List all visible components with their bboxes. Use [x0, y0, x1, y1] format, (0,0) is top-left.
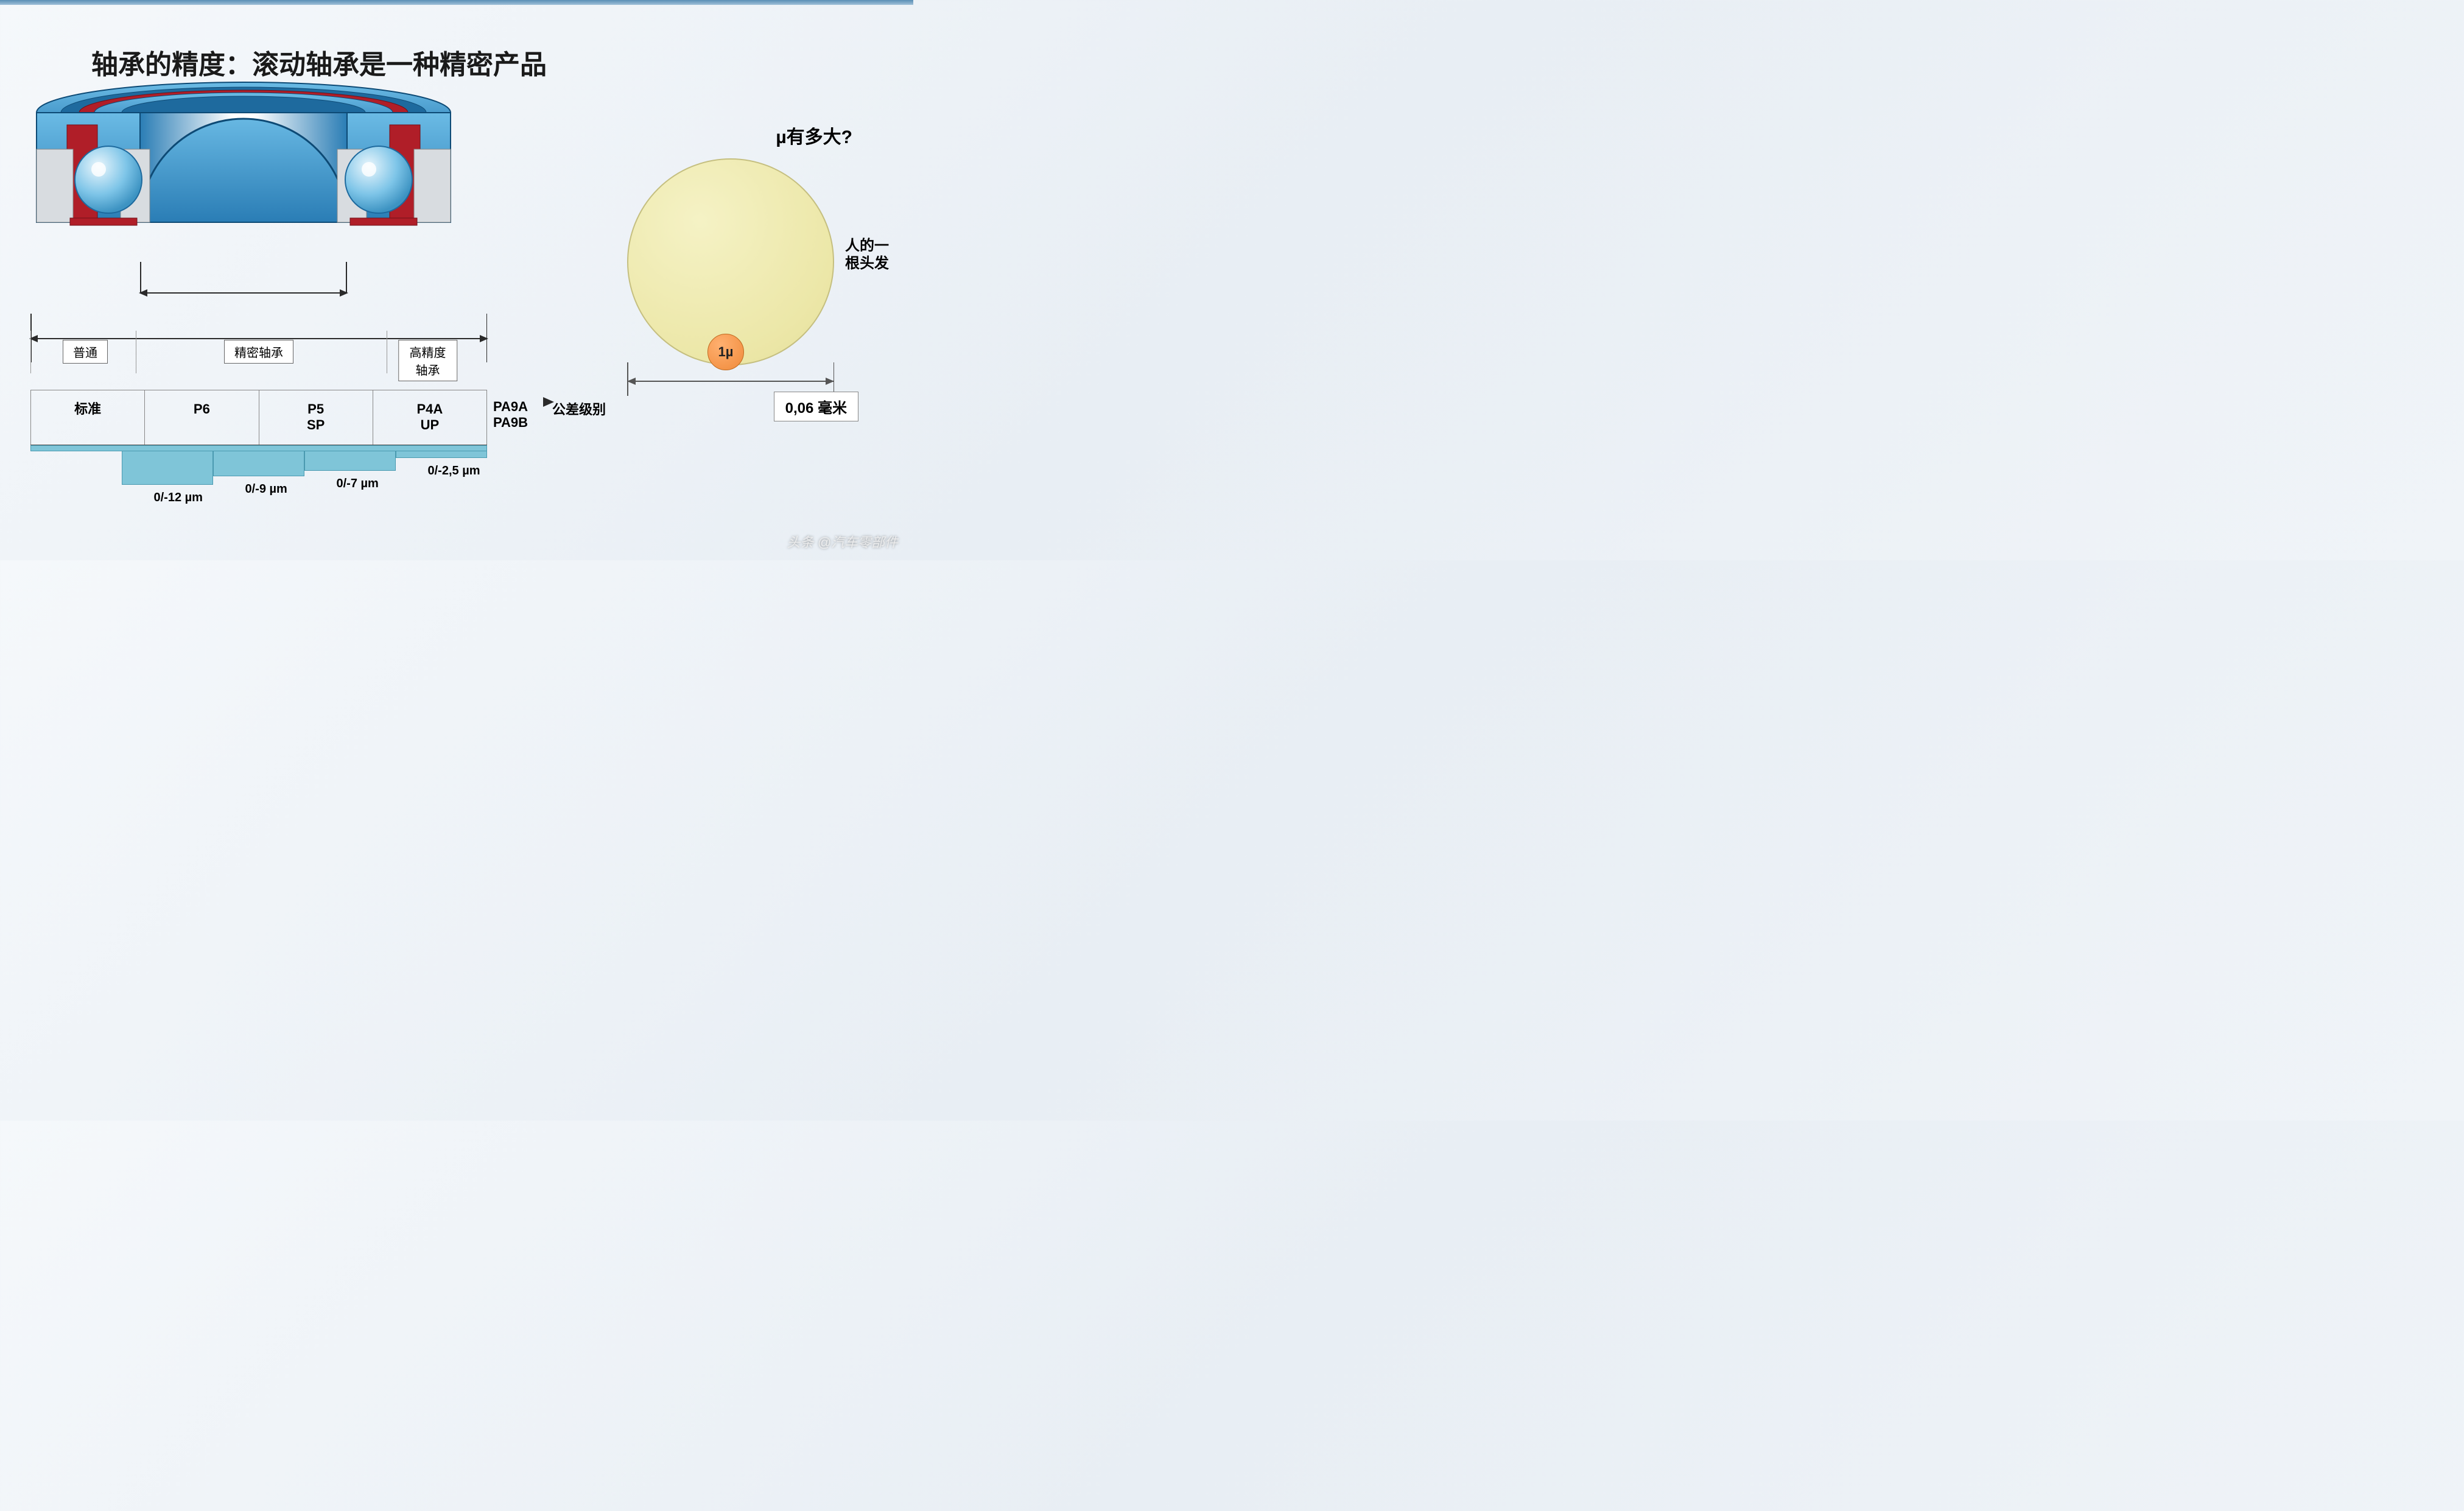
grade-label: P6	[145, 401, 258, 417]
grade-extra: PA9A PA9B	[493, 399, 528, 431]
tolerance-value: 0/-9 µm	[245, 482, 287, 496]
grade-cell: P5SP	[259, 390, 373, 445]
grade-cell: 标准	[30, 390, 145, 445]
grade-table: 标准P6P5SPP4AUP	[30, 390, 487, 445]
grade-label: P5	[259, 401, 373, 417]
tolerance-value: 0/-7 µm	[337, 477, 379, 491]
page-title: 轴承的精度：滚动轴承是一种精密产品	[91, 43, 547, 82]
grade-cell: P4AUP	[373, 390, 487, 445]
tolerance-value: 0/-2,5 µm	[428, 464, 480, 478]
grade-cell: P6	[145, 390, 259, 445]
hair-label: 人的一 根头发	[845, 238, 889, 273]
grade-sublabel: SP	[259, 417, 373, 433]
tolerance-bar-chart: 0/-12 µm 0/-9 µm 0/-7 µm 0/-2,5 µm	[30, 445, 487, 505]
category-tick	[30, 331, 31, 373]
tolerance-value: 0/-12 µm	[154, 491, 203, 505]
grade-extra-1: PA9A	[493, 399, 528, 415]
top-accent-bar	[0, 0, 913, 5]
category-label: 精密轴承	[224, 340, 293, 364]
hair-diameter-value: 0,06 毫米	[774, 392, 858, 421]
tolerance-bar	[122, 451, 213, 485]
micron-label: 1µ	[718, 344, 734, 360]
hair-comparison: µ有多大? 人的一 根头发 1µ 0,06 毫米	[603, 122, 877, 439]
micron-circle: 1µ	[707, 334, 744, 370]
category-row: 普通精密轴承高精度轴承	[30, 340, 487, 364]
tolerance-bar	[304, 451, 396, 471]
bar-strip	[30, 445, 487, 451]
tolerance-bar	[213, 451, 304, 476]
grade-sublabel: UP	[373, 417, 486, 433]
grade-label: 标准	[31, 401, 144, 417]
category-label: 普通	[63, 340, 108, 364]
grade-label: P4A	[373, 401, 486, 417]
grade-extra-2: PA9B	[493, 415, 528, 431]
watermark: 头条 @汽车零部件	[787, 532, 898, 551]
category-label: 高精度轴承	[398, 340, 458, 381]
tolerance-axis-label: 公差级别	[552, 399, 606, 418]
tolerance-bar	[396, 451, 487, 458]
bearing-diagram	[30, 79, 457, 280]
mu-question: µ有多大?	[776, 122, 852, 149]
